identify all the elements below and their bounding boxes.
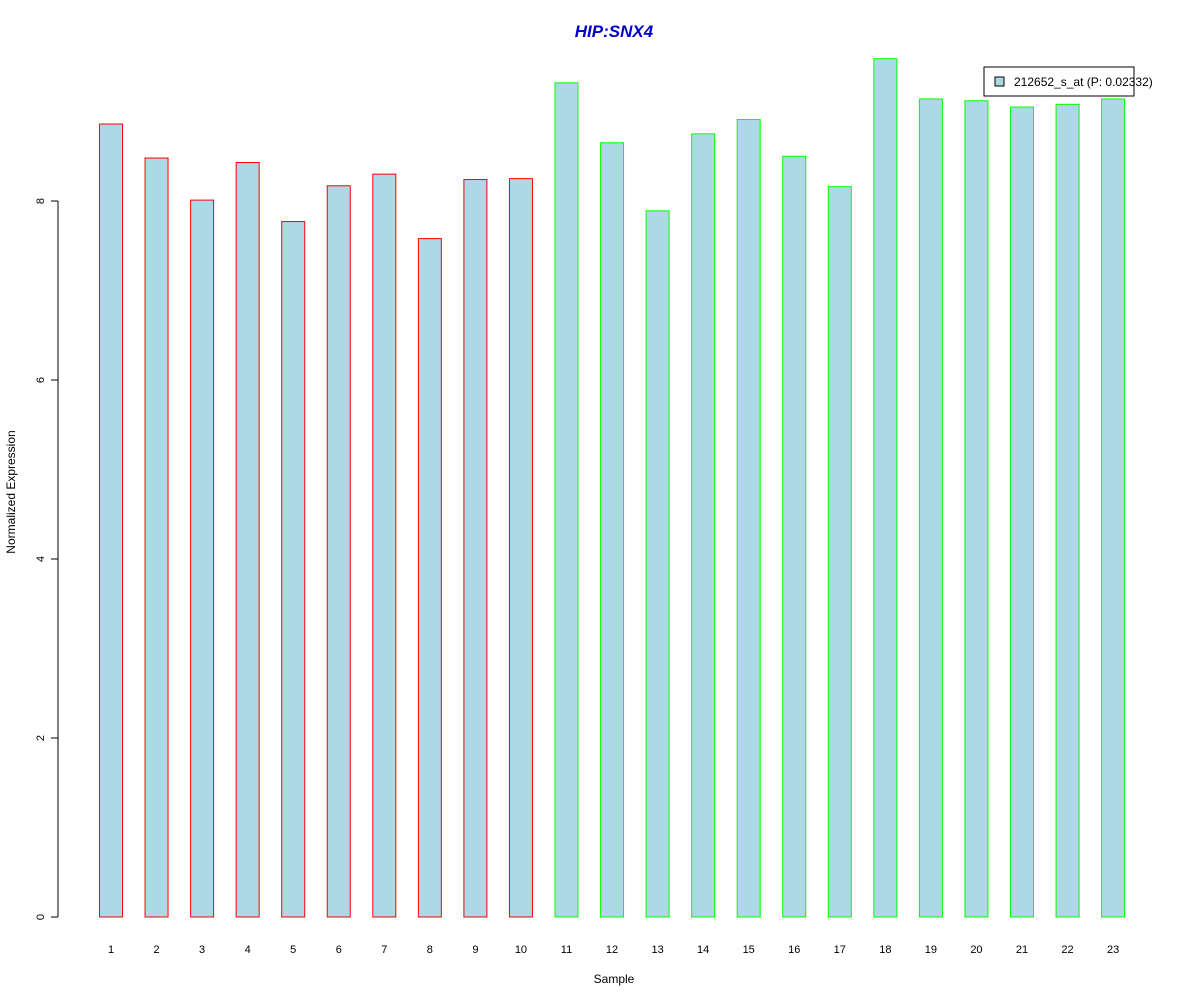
bar — [190, 199, 215, 918]
bar — [736, 119, 761, 918]
bar — [964, 100, 989, 918]
legend-box — [983, 66, 1135, 97]
bar — [1101, 98, 1126, 918]
bar — [645, 210, 670, 918]
bar — [782, 155, 807, 918]
chart-title: HIP:SNX4 — [575, 22, 654, 41]
x-tick-label: 4 — [245, 944, 251, 956]
x-tick-label: 6 — [336, 944, 342, 956]
x-tick-label: 22 — [1061, 944, 1073, 956]
y-tick-label: 2 — [35, 735, 47, 741]
bar — [827, 186, 852, 918]
x-tick-label: 7 — [381, 944, 387, 956]
bar — [281, 221, 306, 918]
x-tick-label: 17 — [834, 944, 846, 956]
bar — [235, 162, 260, 918]
bar — [144, 157, 169, 918]
bar — [372, 173, 397, 918]
bar — [508, 178, 533, 918]
x-tick-label: 18 — [879, 944, 891, 956]
x-tick-label: 11 — [561, 944, 572, 956]
bar — [326, 185, 351, 918]
bar — [918, 98, 943, 918]
x-tick-label: 19 — [925, 944, 937, 956]
bar — [99, 123, 123, 918]
bar — [873, 58, 898, 918]
x-tick-label: 1 — [108, 944, 114, 956]
x-tick-label: 15 — [743, 944, 755, 956]
bar — [463, 179, 488, 918]
x-tick-label: 10 — [515, 944, 527, 956]
bar — [1010, 106, 1034, 918]
x-tick-label: 12 — [606, 944, 618, 956]
legend: 212652_s_at (P: 0.02332) — [983, 66, 1153, 97]
bar — [691, 133, 716, 918]
bar — [554, 82, 579, 918]
x-tick-label: 9 — [472, 944, 478, 956]
y-tick-label: 0 — [35, 914, 47, 920]
x-tick-label: 21 — [1016, 944, 1028, 956]
y-axis: 0 2 4 6 8 — [35, 198, 59, 920]
x-tick-label: 8 — [427, 944, 433, 956]
y-tick-label: 6 — [35, 377, 47, 383]
y-axis-label: Normalized Expression — [4, 430, 18, 553]
x-tick-label: 16 — [788, 944, 800, 956]
x-tick-label: 14 — [697, 944, 709, 956]
legend-entry: 212652_s_at (P: 0.02332) — [1014, 75, 1153, 89]
x-tick-label: 5 — [290, 944, 296, 956]
y-tick-label: 4 — [35, 556, 47, 562]
bar — [600, 142, 625, 918]
legend-swatch — [994, 76, 1005, 87]
x-tick-label: 13 — [651, 944, 663, 956]
y-tick-label: 8 — [35, 198, 47, 204]
x-tick-label: 2 — [153, 944, 159, 956]
x-tick-label: 3 — [199, 944, 205, 956]
bar — [417, 238, 442, 918]
x-axis-label: Sample — [594, 972, 635, 986]
bar — [1055, 103, 1080, 918]
bars — [99, 58, 1126, 918]
x-tick-labels: 1 2 3 4 5 6 7 8 9 10 11 12 13 14 15 16 17 18 19 20 21 22 23 — [108, 944, 1119, 956]
x-tick-label: 23 — [1107, 944, 1119, 956]
x-tick-label: 20 — [970, 944, 982, 956]
